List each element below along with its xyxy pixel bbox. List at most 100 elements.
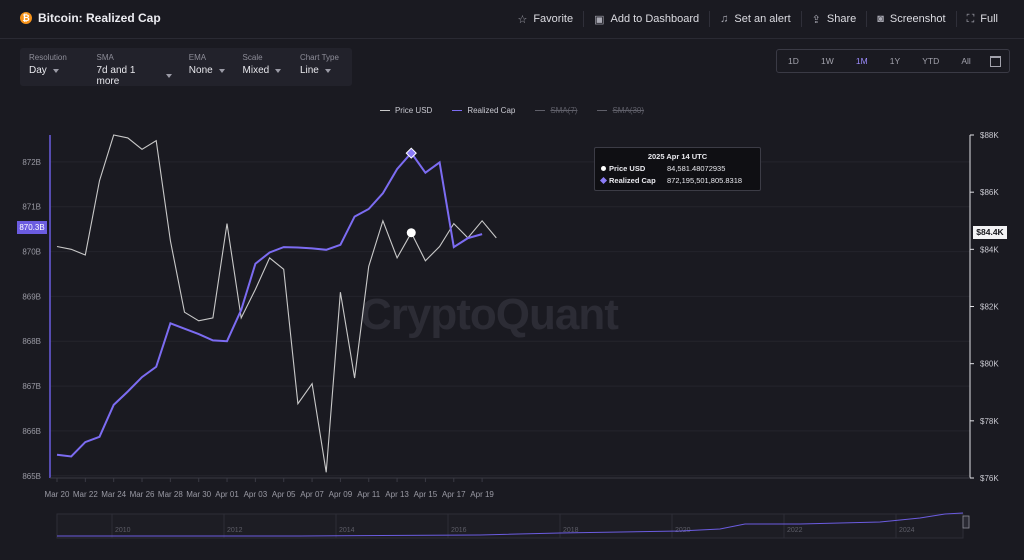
left-tick-label: 868B <box>22 337 41 346</box>
bitcoin-icon: ₿ <box>20 12 32 24</box>
left-tick-label: 870B <box>22 248 41 257</box>
legend-item-sma7[interactable]: SMA(7) <box>535 106 577 115</box>
chevron-down-icon <box>275 68 282 73</box>
chart-title-group: ₿ Bitcoin: Realized Cap <box>20 11 161 25</box>
share-button[interactable]: ⇪ Share <box>800 11 867 27</box>
range-1w[interactable]: 1W <box>821 56 834 66</box>
right-tick-label: $78K <box>980 417 999 426</box>
x-tick-label: Mar 30 <box>186 490 211 499</box>
legend-item-sma30[interactable]: SMA(30) <box>597 106 644 115</box>
scale-select[interactable]: Scale Mixed <box>234 48 291 86</box>
legend-item-realized-cap[interactable]: Realized Cap <box>452 106 515 115</box>
legend-swatch <box>379 109 390 112</box>
fullscreen-label: Full <box>980 13 998 25</box>
bell-icon: ♫ <box>720 13 729 25</box>
left-tick-label: 865B <box>22 472 41 481</box>
fullscreen-button[interactable]: ⛶ Full <box>955 11 1008 27</box>
x-tick-label: Apr 17 <box>442 490 466 499</box>
watermark: CryptoQuant <box>360 290 619 339</box>
right-tick-label: $86K <box>980 188 999 197</box>
legend-label: Price USD <box>394 106 433 115</box>
range-1y[interactable]: 1Y <box>889 56 901 66</box>
tooltip-value: 872,195,501,805.8318 <box>667 176 743 185</box>
tooltip-title: 2025 Apr 14 UTC <box>647 152 708 161</box>
navigator-label: 2022 <box>787 527 803 534</box>
favorite-label: Favorite <box>533 13 574 25</box>
range-1m[interactable]: 1M <box>855 56 868 66</box>
chart-lines <box>56 134 497 473</box>
legend-swatch <box>597 109 608 112</box>
right-tick-label: $84K <box>980 245 999 254</box>
navigator-handle <box>962 515 970 529</box>
navigator-label: 2010 <box>115 527 131 534</box>
x-tick-label: Mar 26 <box>130 490 155 499</box>
x-tick-label: Apr 15 <box>414 490 438 499</box>
legend-label: SMA(7) <box>550 106 578 115</box>
resolution-select[interactable]: Resolution Day <box>20 48 88 86</box>
top-bar: ₿ Bitcoin: Realized Cap ☆ Favorite ▣ Add t… <box>0 0 1024 39</box>
ema-label: EMA <box>188 53 207 62</box>
x-tick-label: Apr 07 <box>300 490 324 499</box>
current-realized-cap-tag: 870.3B <box>17 221 47 234</box>
range-selector: 1D 1W 1M 1Y YTD All <box>776 49 1010 73</box>
left-tick-label: 866B <box>22 427 41 436</box>
legend-item-price-usd[interactable]: Price USD <box>379 106 433 115</box>
x-tick-label: Apr 11 <box>357 490 381 499</box>
current-price-tag: $84.4K <box>973 226 1007 239</box>
calendar-icon[interactable] <box>989 55 1001 67</box>
add-to-dashboard-label: Add to Dashboard <box>610 13 700 25</box>
x-tick-label: Mar 22 <box>73 490 98 499</box>
add-to-dashboard-button[interactable]: ▣ Add to Dashboard <box>583 11 709 27</box>
chart-controls: Resolution Day SMA 7d and 1 more EMA None S… <box>20 48 352 87</box>
header-actions: ☆ Favorite ▣ Add to Dashboard ♫ Set an aler… <box>507 11 1008 27</box>
right-tick-label: $76K <box>980 474 999 483</box>
dashboard-icon: ▣ <box>594 13 605 26</box>
x-tick-label: Apr 01 <box>215 490 239 499</box>
resolution-value: Day <box>29 65 47 76</box>
x-tick-label: Mar 24 <box>101 490 126 499</box>
realized-cap-highlight-point <box>405 147 417 159</box>
chevron-down-icon <box>165 74 172 78</box>
set-alert-button[interactable]: ♫ Set an alert <box>709 11 801 27</box>
legend-swatch <box>452 109 463 112</box>
share-label: Share <box>826 13 857 25</box>
x-tick-label: Apr 03 <box>244 490 268 499</box>
scale-value: Mixed <box>242 65 270 76</box>
screenshot-label: Screenshot <box>889 13 946 25</box>
left-tick-label: 872B <box>22 158 41 167</box>
chart-tooltip: 2025 Apr 14 UTC Price USD 84,581.48072935… <box>594 147 761 191</box>
screenshot-button[interactable]: ◙ Screenshot <box>866 11 955 27</box>
legend-swatch <box>535 109 546 112</box>
range-1d[interactable]: 1D <box>788 56 799 66</box>
right-tick-label: $82K <box>980 303 999 312</box>
realized-cap-line <box>56 151 483 458</box>
right-tick-label: $80K <box>980 360 999 369</box>
x-tick-label: Apr 05 <box>272 490 296 499</box>
chart-type-select[interactable]: Chart Type Line <box>291 48 352 86</box>
range-ytd[interactable]: YTD <box>922 56 940 66</box>
sma-value: 7d and 1 more <box>96 65 136 87</box>
chart-title: Bitcoin: Realized Cap <box>38 11 161 25</box>
navigator[interactable]: 2010 2012 2014 2016 2018 2020 2022 2024 <box>56 512 970 539</box>
favorite-button[interactable]: ☆ Favorite <box>507 11 583 27</box>
diamond-icon <box>599 176 608 185</box>
chart-type-label: Chart Type <box>299 53 339 62</box>
tooltip-value: 84,581.48072935 <box>667 164 726 173</box>
tooltip-label: Price USD <box>609 164 646 173</box>
x-tick-label: Apr 09 <box>329 490 353 499</box>
chart-legend: Price USD Realized Cap SMA(7) SMA(30) <box>0 106 1024 115</box>
resolution-label: Resolution <box>29 53 67 62</box>
chevron-down-icon <box>52 68 59 73</box>
left-tick-label: 871B <box>22 203 41 212</box>
x-tick-label: Apr 13 <box>385 490 409 499</box>
sma-select[interactable]: SMA 7d and 1 more <box>88 48 180 87</box>
range-all[interactable]: All <box>961 56 971 66</box>
left-tick-label: 867B <box>22 382 41 391</box>
star-icon: ☆ <box>517 13 528 26</box>
tooltip-row-realized-cap: Realized Cap 872,195,501,805.8318 <box>595 176 760 185</box>
ema-value: None <box>188 65 213 76</box>
x-tick-label: Mar 20 <box>45 490 70 499</box>
legend-label: SMA(30) <box>612 106 645 115</box>
ema-select[interactable]: EMA None <box>180 48 234 86</box>
